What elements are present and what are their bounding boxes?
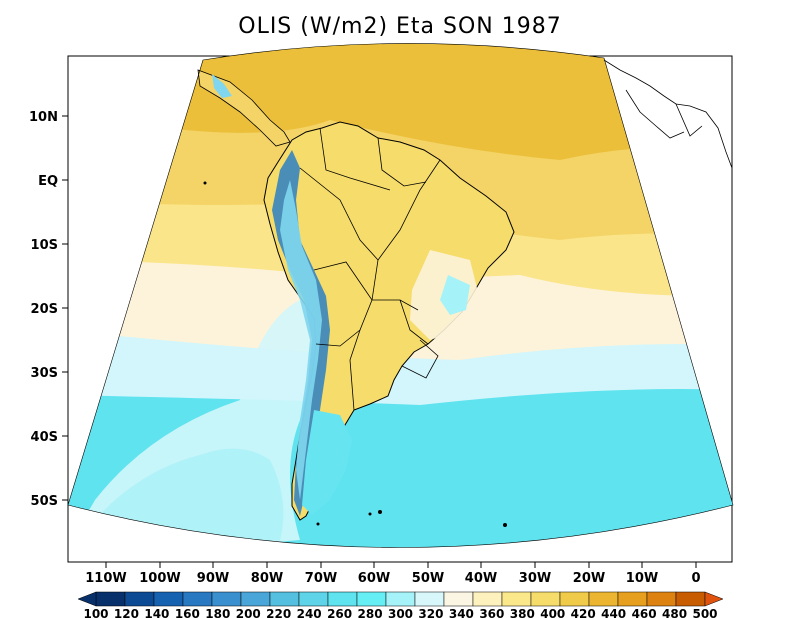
lon-label: 30W <box>519 571 551 586</box>
colorbar-swatch <box>269 591 300 607</box>
colorbar-label: 360 <box>479 607 504 618</box>
colorbar-label: 280 <box>358 607 383 618</box>
lon-label: 60W <box>358 571 390 586</box>
colorbar-label: 300 <box>388 607 413 618</box>
lon-label: 100W <box>139 571 180 586</box>
colorbar-swatch <box>501 591 532 607</box>
colorbar-label: 440 <box>601 607 626 618</box>
lat-label: EQ <box>38 174 58 189</box>
lat-label: 30S <box>31 366 58 381</box>
domain-outline <box>67 43 734 548</box>
colorbar-label: 220 <box>266 607 291 618</box>
colorbar-swatch <box>153 591 184 607</box>
lon-label: 50W <box>412 571 444 586</box>
lon-label: 40W <box>465 571 497 586</box>
lon-label: 80W <box>251 571 283 586</box>
colorbar-label: 140 <box>144 607 169 618</box>
colorbar-label: 320 <box>418 607 443 618</box>
colorbar-swatch <box>414 591 445 607</box>
colorbar-swatch <box>472 591 503 607</box>
colorbar-label: 180 <box>205 607 230 618</box>
colorbar-swatch <box>211 591 242 607</box>
colorbar-label: 380 <box>510 607 535 618</box>
lon-label: 20W <box>573 571 605 586</box>
south-america-land <box>197 69 515 521</box>
africa-outline <box>603 59 733 169</box>
colorbar-swatch <box>240 591 271 607</box>
colorbar-label: 460 <box>632 607 657 618</box>
lon-label: 90W <box>197 571 229 586</box>
colorbar-label: 160 <box>175 607 200 618</box>
lat-label: 40S <box>31 430 58 445</box>
colorbar-swatch <box>327 591 358 607</box>
latitude-axis: 10N EQ 10S 20S 30S 40S 50S <box>29 110 68 509</box>
colorbar-label: 400 <box>540 607 565 618</box>
country-borders <box>299 127 441 411</box>
islands <box>203 181 507 527</box>
colorbar-high-arrow <box>704 591 724 607</box>
lon-label: 0 <box>691 571 700 586</box>
colorbar: 100 120 140 160 180 200 220 240 260 280 300 320 340 3… <box>77 591 724 618</box>
colorbar-swatch <box>95 591 126 607</box>
lon-label: 70W <box>305 571 337 586</box>
colorbar-swatch <box>530 591 561 607</box>
colorbar-label: 420 <box>571 607 596 618</box>
colorbar-label: 260 <box>327 607 352 618</box>
lon-label: 10W <box>626 571 658 586</box>
map-title: OLIS (W/m2) Eta SON 1987 <box>238 14 562 39</box>
colorbar-label: 100 <box>83 607 108 618</box>
lon-label: 110W <box>85 571 126 586</box>
colorbar-swatch <box>385 591 416 607</box>
longitude-axis: 110W 100W 90W 80W 70W 60W 50W 40W 30W 20… <box>85 562 701 586</box>
colorbar-low-arrow <box>77 591 97 607</box>
colorbar-swatch <box>298 591 329 607</box>
colorbar-swatch <box>617 591 648 607</box>
colorbar-swatch <box>559 591 590 607</box>
colorbar-swatch <box>182 591 213 607</box>
lat-label: 10N <box>29 110 58 125</box>
lat-label: 20S <box>31 302 58 317</box>
colorbar-label: 480 <box>662 607 687 618</box>
colorbar-label: 500 <box>692 607 717 618</box>
colorbar-swatch <box>356 591 387 607</box>
colorbar-swatch <box>675 591 706 607</box>
lat-label: 10S <box>31 238 58 253</box>
colorbar-swatch <box>443 591 474 607</box>
colorbar-label: 240 <box>297 607 322 618</box>
colorbar-label: 340 <box>449 607 474 618</box>
colorbar-swatch <box>124 591 155 607</box>
colorbar-label: 120 <box>114 607 139 618</box>
colorbar-swatch <box>588 591 619 607</box>
colorbar-label: 200 <box>236 607 261 618</box>
colorbar-swatch <box>646 591 677 607</box>
lat-label: 50S <box>31 494 58 509</box>
